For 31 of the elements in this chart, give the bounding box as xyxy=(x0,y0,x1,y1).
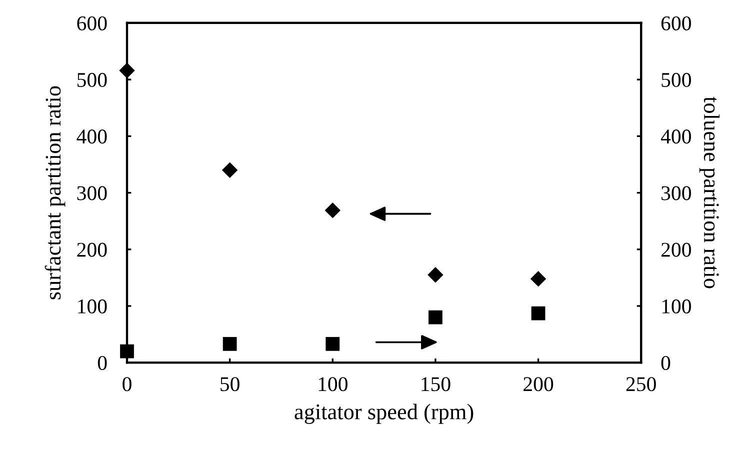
y2-tick-label: 600 xyxy=(661,16,691,30)
point xyxy=(326,336,340,351)
point xyxy=(325,202,340,218)
point xyxy=(428,310,442,324)
y2-tick-label: 200 xyxy=(661,242,691,257)
y-tick-label: 600 xyxy=(77,16,107,30)
x-tick-label: 200 xyxy=(524,377,554,392)
y-tick-label: 100 xyxy=(78,299,107,314)
y2-axis-title: toluene partition ratio xyxy=(699,96,720,288)
point xyxy=(530,271,546,286)
x-axis-title: agitator speed (rpm) xyxy=(294,404,474,424)
x-tick-label: 100 xyxy=(318,377,348,392)
y-tick-label: 400 xyxy=(76,130,107,144)
y2-tick-label: 500 xyxy=(662,72,691,87)
y-tick-label: 0 xyxy=(98,356,107,370)
y-tick-label: 300 xyxy=(77,186,107,200)
point xyxy=(531,306,546,320)
y-axis-title: surfactant partition ratio xyxy=(44,86,66,300)
point xyxy=(222,162,238,178)
point xyxy=(222,336,237,351)
y2-tick-label: 100 xyxy=(662,299,691,314)
y-tick-label: 500 xyxy=(78,72,107,87)
point xyxy=(428,267,444,282)
x-tick-label: 250 xyxy=(626,377,656,392)
x-tick-label: 150 xyxy=(422,377,450,392)
y2-tick-label: 0 xyxy=(661,356,670,370)
x-tick-label: 0 xyxy=(122,377,132,392)
y-tick-label: 200 xyxy=(77,242,107,257)
x-tick-label: 50 xyxy=(220,377,240,392)
y2-tick-label: 400 xyxy=(660,130,691,144)
y2-tick-label: 300 xyxy=(662,186,691,200)
